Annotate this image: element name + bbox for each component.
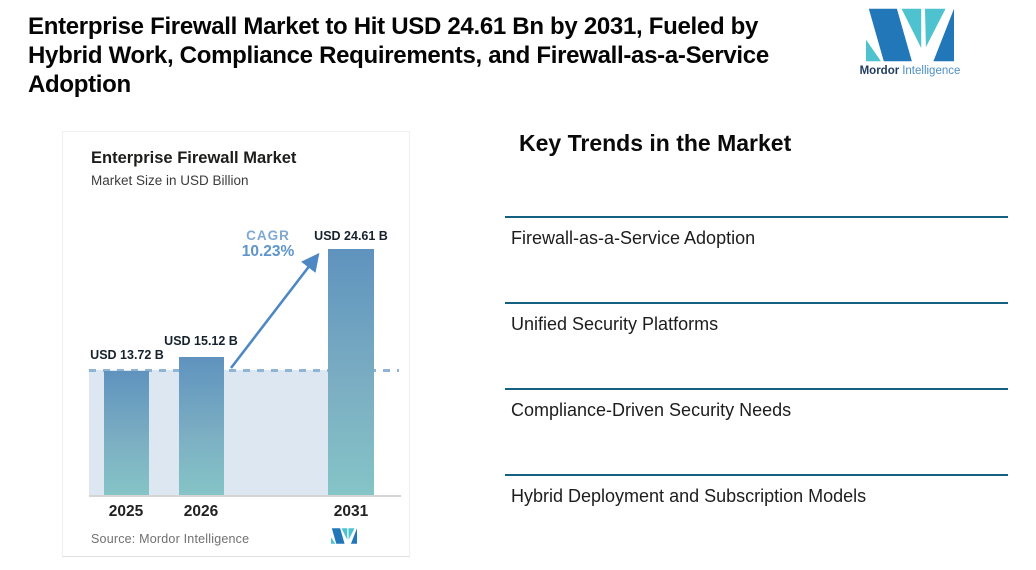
logo-text-mordor: Mordor [859, 65, 900, 77]
dashed-reference-line [89, 369, 399, 372]
trends-heading: Key Trends in the Market [519, 130, 792, 156]
bar-2026 [179, 357, 224, 495]
headline-line-3: Adoption [28, 71, 131, 98]
headline-line-1: Enterprise Firewall Market to Hit USD 24… [28, 13, 759, 40]
trend-item-label: Firewall-as-a-Service Adoption [511, 228, 756, 248]
page-title: Enterprise Firewall Market to Hit USD 24… [28, 12, 769, 99]
market-chart-card: Enterprise Firewall Market Market Size i… [62, 131, 410, 557]
mordor-logo-mini-icon [331, 528, 357, 544]
mordor-intelligence-logo: Mordor Intelligence [854, 8, 966, 77]
headline-line-2: Hybrid Work, Compliance Requirements, an… [28, 42, 769, 69]
list-item: Unified Security Platforms [505, 302, 1008, 388]
list-item: Hybrid Deployment and Subscription Model… [505, 474, 1008, 560]
x-tick-2026: 2026 [183, 503, 219, 520]
bar-2031 [328, 249, 374, 495]
chart-subtitle: Market Size in USD Billion [91, 173, 249, 188]
value-label-2025: USD 13.72 B [90, 348, 164, 362]
source-note: Source: Mordor Intelligence [91, 532, 250, 546]
trends-list: Firewall-as-a-Service Adoption Unified S… [505, 216, 1008, 560]
cagr-arrow-icon [229, 252, 320, 369]
bar-2025 [104, 371, 149, 495]
value-label-2031: USD 24.61 B [314, 229, 388, 243]
x-tick-2031: 2031 [333, 503, 369, 520]
cagr-value: 10.23% [241, 243, 295, 260]
list-item: Compliance-Driven Security Needs [505, 388, 1008, 474]
trend-item-label: Unified Security Platforms [511, 314, 719, 334]
list-item: Firewall-as-a-Service Adoption [505, 216, 1008, 302]
logo-text-intelligence: Intelligence [902, 65, 961, 77]
x-axis-line [89, 495, 401, 497]
cagr-label: CAGR [246, 228, 290, 243]
x-tick-2025: 2025 [108, 503, 144, 520]
cagr-annotation: CAGR 10.23% [213, 228, 323, 261]
trend-item-label: Compliance-Driven Security Needs [511, 400, 792, 420]
mordor-logo-icon [866, 8, 954, 62]
value-label-2026: USD 15.12 B [164, 334, 238, 348]
logo-wordmark: Mordor Intelligence [854, 65, 966, 77]
chart-title: Enterprise Firewall Market [91, 149, 297, 167]
trend-item-label: Hybrid Deployment and Subscription Model… [511, 486, 867, 506]
